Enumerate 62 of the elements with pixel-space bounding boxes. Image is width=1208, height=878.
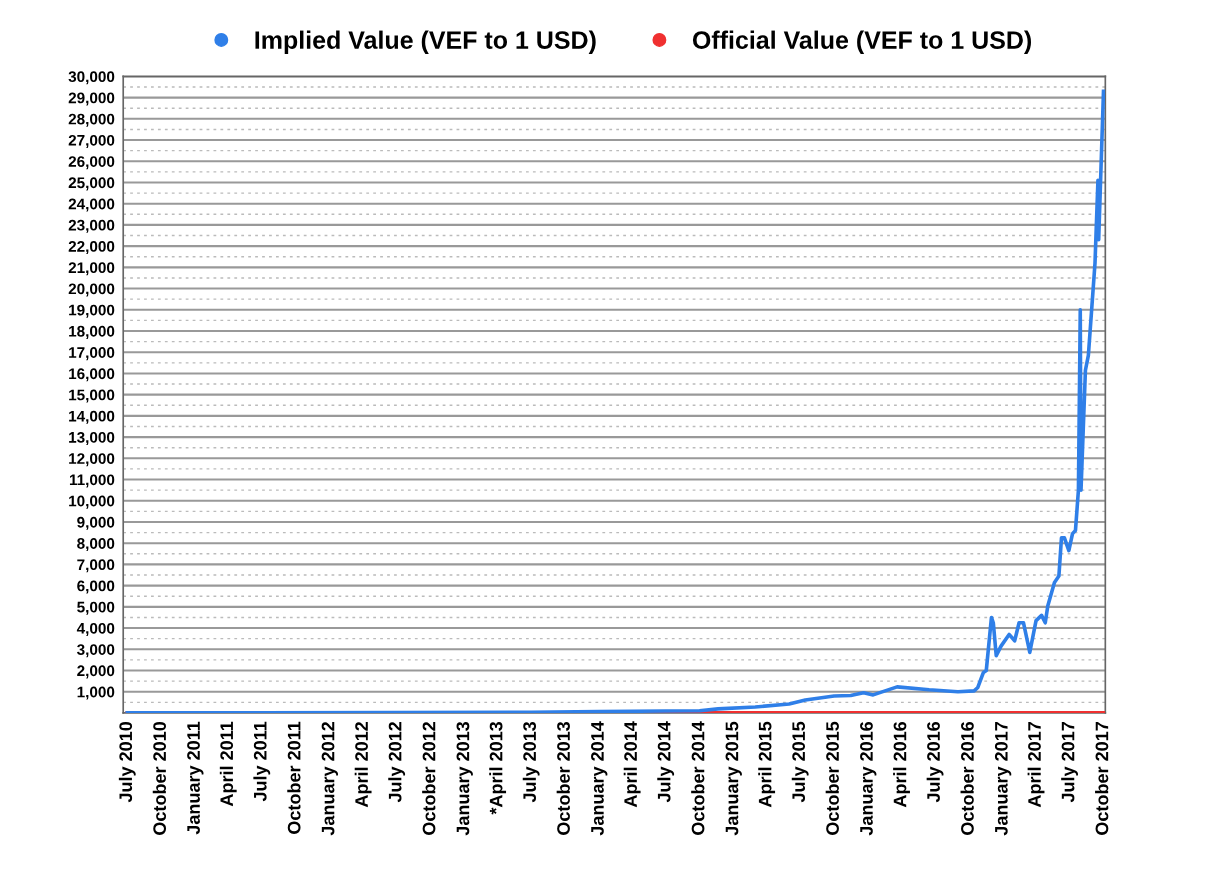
y-tick-label: 17,000 bbox=[69, 347, 115, 361]
x-tick-label: April 2011 bbox=[219, 721, 237, 807]
x-tick-label: *April 2013 bbox=[489, 721, 507, 815]
y-tick-label: 15,000 bbox=[69, 389, 115, 403]
x-tick-label: October 2015 bbox=[825, 721, 839, 835]
y-tick-label: 23,000 bbox=[68, 219, 115, 233]
x-tick-label: July 2011 bbox=[253, 721, 271, 802]
y-tick-label: 1,000 bbox=[77, 686, 115, 700]
x-tick-label: July 2013 bbox=[522, 721, 540, 803]
x-tick-label: July 2014 bbox=[657, 721, 675, 803]
x-tick-label: October 2011 bbox=[287, 721, 301, 834]
x-tick-label: October 2013 bbox=[556, 721, 570, 835]
x-tick-label: July 2010 bbox=[118, 722, 136, 803]
x-tick-label: January 2012 bbox=[321, 721, 338, 836]
y-tick-label: 20,000 bbox=[68, 283, 115, 297]
x-tick-label: October 2010 bbox=[152, 722, 167, 835]
x-tick-label: October 2014 bbox=[691, 721, 705, 835]
y-tick-label: 14,000 bbox=[69, 410, 115, 424]
y-tick-label: 19,000 bbox=[69, 304, 115, 318]
x-tick-label: July 2017 bbox=[1061, 722, 1078, 803]
x-tick-label: January 2013 bbox=[456, 721, 473, 836]
y-tick-label: 13,000 bbox=[69, 431, 115, 445]
y-tick-label: 22,000 bbox=[68, 241, 115, 255]
y-tick-label: 21,000 bbox=[68, 262, 115, 276]
y-tick-label: 10,000 bbox=[69, 495, 115, 509]
y-tick-label: 27,000 bbox=[68, 134, 115, 148]
x-tick-label: October 2016 bbox=[960, 721, 974, 835]
y-tick-label: 25,000 bbox=[68, 177, 115, 191]
x-tick-label: April 2015 bbox=[758, 721, 776, 808]
y-tick-label: 11,000 bbox=[69, 474, 115, 488]
y-tick-label: 9,000 bbox=[77, 516, 115, 530]
y-tick-label: 6,000 bbox=[77, 580, 115, 594]
y-tick-label: 26,000 bbox=[68, 156, 115, 170]
y-tick-label: 8,000 bbox=[77, 538, 115, 552]
x-tick-label: July 2015 bbox=[791, 721, 809, 803]
x-tick-label: April 2017 bbox=[1027, 722, 1045, 808]
y-tick-label: 5,000 bbox=[77, 601, 115, 615]
x-tick-label: January 2017 bbox=[994, 722, 1012, 836]
y-tick-label: 16,000 bbox=[69, 368, 115, 382]
legend-label: Implied Value (VEF to 1 USD) bbox=[255, 30, 596, 54]
y-tick-label: 2,000 bbox=[77, 665, 115, 679]
y-tick-label: 24,000 bbox=[68, 198, 115, 212]
y-tick-label: 28,000 bbox=[68, 113, 115, 127]
x-tick-label: April 2016 bbox=[893, 721, 910, 808]
y-tick-label: 4,000 bbox=[76, 622, 115, 636]
y-tick-label: 18,000 bbox=[69, 325, 115, 339]
legend-label: Official Value (VEF to 1 USD) bbox=[692, 30, 1032, 54]
y-tick-label: 7,000 bbox=[77, 559, 115, 573]
y-tick-label: 3,000 bbox=[77, 644, 115, 658]
y-tick-label: 29,000 bbox=[68, 92, 115, 106]
y-tick-label: 30,000 bbox=[68, 71, 115, 85]
x-tick-label: April 2014 bbox=[623, 721, 641, 808]
x-tick-label: April 2012 bbox=[354, 721, 372, 808]
y-tick-label: 12,000 bbox=[69, 453, 115, 467]
x-tick-label: January 2015 bbox=[725, 721, 742, 836]
x-tick-label: January 2016 bbox=[860, 721, 877, 836]
x-tick-label: January 2014 bbox=[591, 721, 608, 836]
x-tick-label: July 2016 bbox=[926, 721, 944, 803]
x-tick-label: January 2011 bbox=[187, 721, 204, 835]
x-tick-label: July 2012 bbox=[388, 721, 406, 803]
x-tick-label: October 2017 bbox=[1095, 722, 1109, 835]
x-tick-label: October 2012 bbox=[422, 721, 436, 835]
